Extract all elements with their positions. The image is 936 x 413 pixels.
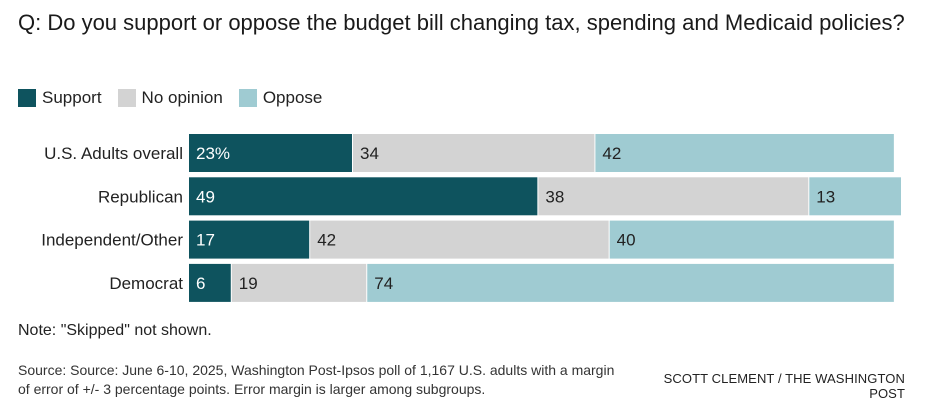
legend-swatch-oppose	[238, 89, 257, 107]
category-label-republican: Republican	[98, 187, 183, 206]
legend-label-oppose: Oppose	[262, 88, 323, 107]
credit-line: SCOTT CLEMENT / THE WASHINGTON POST	[663, 371, 905, 401]
data-label-support-democrat: 6	[196, 274, 205, 293]
category-label-independent-other: Independent/Other	[41, 231, 183, 250]
bar-support-independent-other	[189, 220, 310, 259]
bar-oppose-democrat	[367, 263, 894, 302]
bar-no-opinion-u-s-adults-overall	[352, 134, 595, 172]
legend-label-no-opinion: No opinion	[141, 88, 223, 107]
bar-oppose-independent-other	[609, 220, 894, 259]
data-label-oppose-independent-other: 40	[617, 231, 636, 250]
chart-title: Q: Do you support or oppose the budget b…	[18, 10, 905, 35]
legend-item-support: Support	[18, 88, 102, 108]
data-label-no-opinion-democrat: 19	[239, 274, 258, 293]
data-label-oppose-u-s-adults-overall: 42	[602, 144, 621, 163]
legend-swatch-no-opinion	[117, 89, 136, 107]
data-label-oppose-republican: 13	[816, 187, 835, 206]
legend-item-no-opinion: No opinion	[117, 88, 223, 108]
category-label-democrat: Democrat	[109, 274, 183, 293]
bar-no-opinion-independent-other	[310, 220, 609, 259]
stacked-bar-chart: U.S. Adults overall 23% 34 42 Republican 49 38…	[41, 134, 901, 302]
chart-legend: Support No opinion Oppose	[18, 88, 338, 108]
source-text: Source: Source: June 6-10, 2025, Washing…	[18, 362, 615, 397]
data-label-no-opinion-independent-other: 42	[317, 231, 336, 250]
data-label-support-republican: 49	[196, 187, 215, 206]
category-label-u-s-adults-overall: U.S. Adults overall	[44, 144, 183, 163]
bar-oppose-u-s-adults-overall	[595, 134, 894, 172]
bar-support-republican	[189, 177, 538, 216]
data-label-support-independent-other: 17	[196, 231, 215, 250]
legend-label-support: Support	[42, 88, 102, 107]
legend-swatch-support	[18, 89, 36, 107]
data-label-no-opinion-republican: 38	[545, 187, 564, 206]
bar-support-u-s-adults-overall	[189, 134, 352, 172]
chart-note: Note: "Skipped" not shown.	[18, 322, 212, 339]
bar-oppose-republican	[809, 177, 901, 216]
legend-item-oppose: Oppose	[238, 88, 323, 108]
bar-no-opinion-democrat	[231, 263, 367, 302]
bar-no-opinion-republican	[538, 177, 809, 216]
data-label-support-u-s-adults-overall: 23%	[196, 144, 230, 163]
data-label-no-opinion-u-s-adults-overall: 34	[360, 144, 379, 163]
data-label-oppose-democrat: 74	[374, 274, 393, 293]
bar-support-democrat	[189, 263, 231, 302]
